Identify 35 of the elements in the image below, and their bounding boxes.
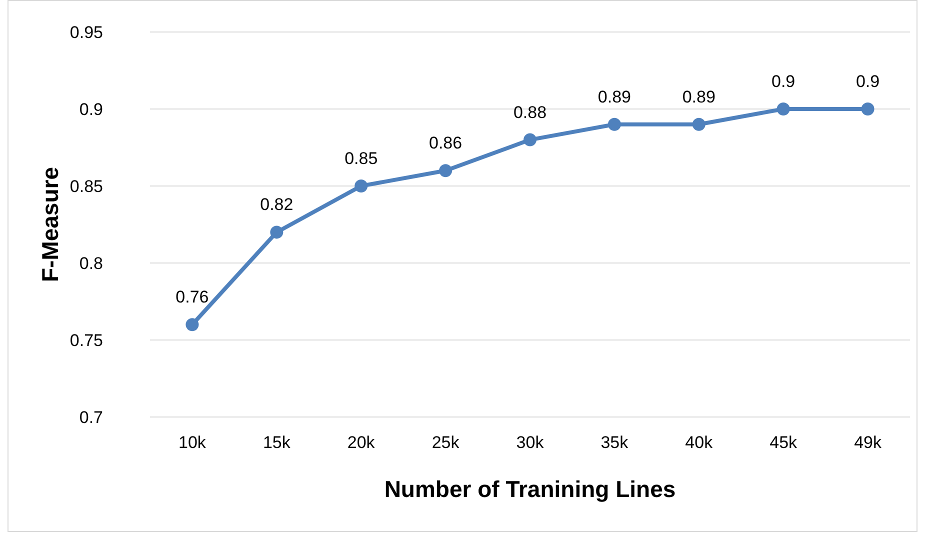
- data-label: 0.89: [598, 87, 631, 106]
- x-tick-label: 45k: [770, 433, 798, 452]
- y-tick-label: 0.95: [70, 22, 103, 42]
- x-tick-label: 40k: [685, 433, 714, 452]
- y-tick-label: 0.85: [70, 176, 103, 196]
- point: [354, 180, 368, 192]
- point: [776, 102, 790, 116]
- y-tick-label: 0.8: [79, 254, 103, 273]
- y-tick-label: 0.7: [79, 408, 103, 427]
- x-tick-label: 35k: [600, 433, 629, 452]
- x-tick-label: 49k: [854, 433, 882, 452]
- x-axis-title: Number of Tranining Lines: [384, 476, 676, 502]
- x-tick-label: 30k: [516, 433, 544, 452]
- point: [608, 118, 621, 131]
- point: [270, 226, 284, 239]
- x-tick-label: 25k: [432, 433, 460, 452]
- y-tick-label: 0.75: [70, 330, 103, 350]
- point: [692, 118, 706, 131]
- x-tick-label: 15k: [262, 433, 291, 452]
- data-label: 0.9: [856, 72, 880, 91]
- data-label: 0.89: [682, 87, 716, 106]
- point: [524, 133, 536, 146]
- x-tick-label: 10k: [178, 433, 206, 452]
- point: [861, 102, 874, 116]
- data-label: 0.82: [260, 195, 294, 214]
- point: [186, 318, 199, 332]
- x-tick-label: 20k: [347, 433, 376, 452]
- point: [439, 164, 452, 178]
- data-label: 0.76: [176, 288, 209, 307]
- data-label: 0.88: [513, 102, 547, 122]
- data-label: 0.9: [772, 72, 796, 91]
- data-label: 0.86: [429, 134, 462, 153]
- y-tick-label: 0.9: [79, 100, 103, 119]
- y-axis-title: F-Measure: [37, 166, 63, 282]
- data-label: 0.85: [344, 149, 378, 168]
